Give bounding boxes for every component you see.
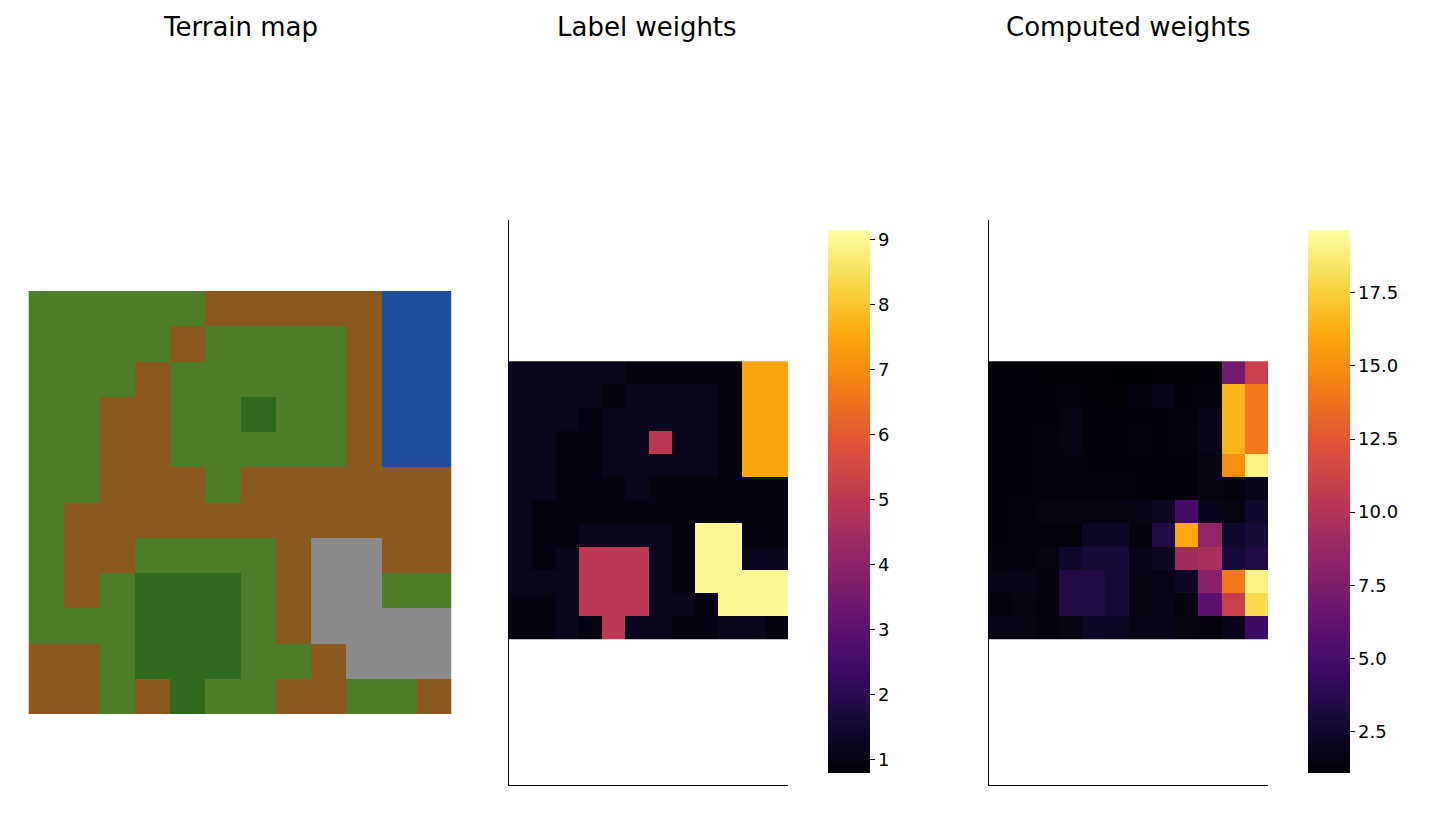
svg-text:2: 2 <box>878 684 889 705</box>
svg-text:6: 6 <box>878 424 889 445</box>
svg-text:15.0: 15.0 <box>1358 355 1398 376</box>
svg-text:4: 4 <box>878 554 889 575</box>
svg-text:Computed weights: Computed weights <box>1006 12 1251 42</box>
svg-text:Terrain map: Terrain map <box>163 12 318 42</box>
svg-text:2.5: 2.5 <box>1358 721 1387 742</box>
svg-text:5.0: 5.0 <box>1358 648 1387 669</box>
svg-text:Label weights: Label weights <box>557 12 737 42</box>
svg-text:17.5: 17.5 <box>1358 282 1398 303</box>
svg-text:1: 1 <box>878 749 889 770</box>
svg-text:12.5: 12.5 <box>1358 428 1398 449</box>
svg-text:9: 9 <box>878 229 889 250</box>
svg-text:7.5: 7.5 <box>1358 575 1387 596</box>
svg-text:7: 7 <box>878 359 889 380</box>
svg-text:5: 5 <box>878 489 889 510</box>
svg-text:10.0: 10.0 <box>1358 501 1398 522</box>
svg-text:3: 3 <box>878 619 889 640</box>
svg-text:8: 8 <box>878 294 889 315</box>
